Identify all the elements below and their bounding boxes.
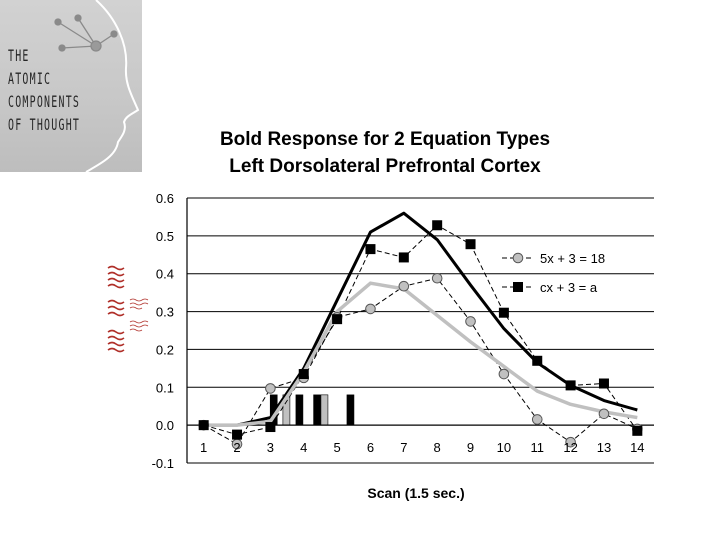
stimulus-bar: [313, 394, 321, 426]
head-silhouette-graphic: [54, 0, 140, 172]
data-point-circle: [531, 414, 543, 425]
data-point-circle: [265, 383, 276, 394]
side-decorative-figure: [107, 265, 149, 353]
data-point-circle: [398, 280, 410, 292]
y-tick-label: 0.4: [156, 267, 174, 282]
x-tick-label: 9: [467, 440, 474, 455]
chart-title: Bold Response for 2 Equation Types: [219, 129, 551, 150]
data-point-circle: [498, 368, 510, 380]
data-point-square: [632, 425, 643, 436]
y-tick-label: 0.1: [156, 380, 174, 395]
data-point-square: [565, 380, 576, 391]
data-point-square: [365, 244, 376, 255]
y-tick-label: 0.6: [156, 191, 174, 206]
data-point-circle: [465, 316, 476, 327]
molecule-icon: [54, 14, 118, 52]
x-tick-label: 1: [200, 440, 207, 455]
series-line-2: [203, 211, 638, 427]
series-line-0: [203, 277, 638, 445]
x-tick-label: 12: [563, 440, 577, 455]
book-logo: THE ATOMIC COMPONENTS OF THOUGHT: [0, 0, 142, 172]
data-point-square: [198, 420, 209, 431]
data-point-square: [432, 220, 443, 231]
legend-marker-circle: [512, 252, 524, 264]
legend-marker-square: [513, 282, 523, 292]
y-tick-label: 0.3: [156, 305, 174, 320]
data-point-square: [298, 369, 309, 380]
legend: 5x + 3 = 18 cx + 3 = a: [502, 251, 605, 295]
data-point-circle: [598, 408, 610, 420]
data-point-square: [398, 252, 409, 263]
series-lines: [203, 211, 638, 445]
data-point-square: [598, 378, 609, 389]
data-point-square: [532, 355, 543, 366]
stimulus-bar: [346, 394, 355, 426]
series-markers: [198, 220, 643, 450]
x-tick-label: 7: [400, 440, 407, 455]
data-point-circle: [431, 272, 443, 284]
data-point-square: [498, 307, 509, 318]
x-tick-label: 3: [267, 440, 274, 455]
data-point-square: [232, 429, 243, 440]
data-point-circle: [365, 303, 376, 315]
y-tick-label: 0.2: [156, 342, 174, 357]
x-axis-label: Scan (1.5 sec.): [367, 485, 464, 501]
book-logo-text: THE ATOMIC COMPONENTS OF THOUGHT: [8, 46, 81, 134]
x-tick-label: 5: [333, 440, 340, 455]
tick-labels: 0.60.50.40.30.20.10.0-0.11 2 3 4 5 6 7 8 9 10 11 12…: [152, 191, 645, 471]
x-tick-label: 4: [300, 440, 307, 455]
y-tick-label: 0.5: [156, 229, 174, 244]
x-tick-label: 11: [531, 440, 545, 455]
series-line-3: [203, 281, 638, 427]
stimulus-bar: [295, 394, 304, 426]
stimulus-bar: [320, 394, 329, 426]
chart-subtitle: Left Dorsolateral Prefrontal Cortex: [229, 156, 541, 177]
axes: [186, 198, 654, 463]
x-tick-label: 2: [233, 440, 240, 455]
x-tick-label: 6: [367, 440, 374, 455]
y-tick-label: -0.1: [152, 456, 174, 471]
legend-label: cx + 3 = a: [540, 280, 598, 295]
data-point-square: [332, 314, 343, 325]
x-tick-label: 14: [630, 440, 644, 455]
x-tick-label: 10: [497, 440, 511, 455]
x-tick-label: 8: [434, 440, 441, 455]
data-point-square: [465, 239, 476, 250]
data-point-square: [265, 422, 276, 433]
data-point-circle: [565, 436, 576, 448]
x-tick-label: 13: [597, 440, 611, 455]
y-tick-label: 0.0: [156, 418, 174, 433]
legend-label: 5x + 3 = 18: [540, 251, 605, 266]
chart-title-block: Bold Response for 2 Equation Types Left …: [150, 126, 620, 180]
